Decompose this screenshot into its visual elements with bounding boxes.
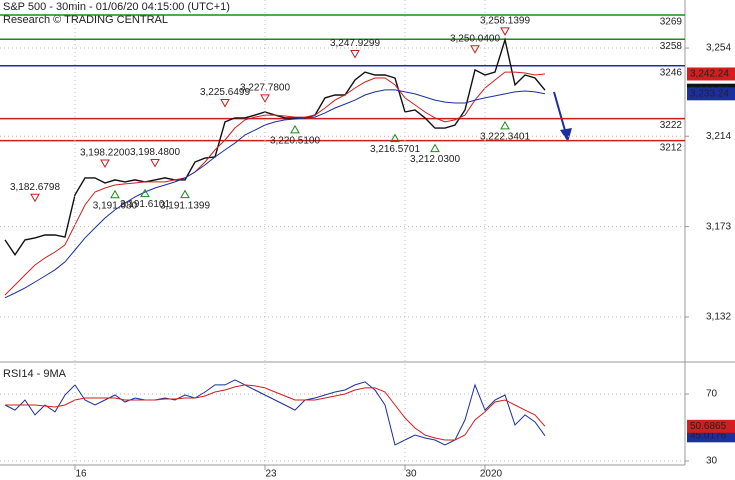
- y-tick-label: 3,214: [706, 131, 731, 142]
- chart-subtitle: Research © TRADING CENTRAL: [3, 14, 168, 26]
- x-tick-label: 16: [75, 469, 87, 480]
- level-label: 3222: [660, 120, 683, 131]
- last-value-label: 50.6865: [690, 421, 727, 432]
- pivot-high-marker: [470, 45, 480, 54]
- level-label: 3269: [660, 17, 683, 28]
- pivot-high-marker: [260, 94, 270, 103]
- pivot-label: 3,258.1399: [480, 16, 530, 27]
- pivot-high-marker: [150, 158, 160, 168]
- last-value-box: [687, 67, 735, 81]
- x-tick-label: 2020: [480, 469, 503, 480]
- pivot-low-marker: [430, 143, 440, 153]
- y-tick-label: 70: [706, 389, 718, 400]
- pivot-label: 3,191.6101: [120, 199, 170, 210]
- y-tick-label: 3,132: [706, 312, 731, 323]
- pivot-label: 3,216.5701: [370, 144, 420, 155]
- level-label: 3212: [660, 142, 683, 153]
- series-line: [4, 71, 546, 296]
- x-tick-label: 30: [405, 469, 417, 480]
- pivot-label: 3,191.080: [93, 200, 138, 211]
- pivot-high-marker: [100, 159, 110, 169]
- last-value-box: [687, 87, 735, 101]
- pivot-label: 3,225.6499: [200, 87, 250, 98]
- pivot-label: 3,198.2200: [80, 148, 130, 159]
- last-value-box: [687, 419, 735, 433]
- last-value-label: 3,242.24: [690, 69, 729, 80]
- pivot-high-marker: [500, 27, 510, 36]
- level-label: 3258: [660, 41, 683, 52]
- pivot-low-marker: [290, 124, 300, 134]
- level-label: 3246: [660, 67, 683, 78]
- series-line: [5, 384, 546, 441]
- pivot-label: 3,198.4800: [130, 147, 180, 158]
- pivot-high-marker: [220, 99, 230, 108]
- pivot-low-marker: [500, 120, 510, 130]
- y-tick-label: 3,173: [706, 221, 731, 232]
- pivot-high-marker: [350, 49, 360, 59]
- pivot-label: 3,182.6798: [10, 182, 60, 193]
- last-value-label: 3,233.24: [690, 88, 729, 99]
- pivot-label: 3,222.3401: [480, 131, 530, 142]
- pivot-label: 3,220.5100: [270, 136, 320, 147]
- chart-title: S&P 500 - 30min - 01/06/20 04:15:00 (UTC…: [3, 1, 230, 13]
- pivot-low-marker: [140, 188, 150, 198]
- pivot-label: 3,250.0400: [450, 33, 500, 44]
- pivot-low-marker: [110, 189, 120, 199]
- pivot-label: 3,212.0300: [410, 154, 460, 165]
- forecast-arrow: [553, 91, 572, 142]
- pivot-low-marker: [390, 133, 400, 143]
- series-line: [4, 89, 546, 299]
- y-tick-label: 3,254: [706, 43, 731, 54]
- x-tick-label: 23: [265, 469, 277, 480]
- y-tick-label: 30: [706, 456, 718, 467]
- last-value-label: 45.0176: [690, 430, 727, 441]
- pivot-label: 3,191.1399: [160, 200, 210, 211]
- pivot-high-marker: [30, 193, 40, 203]
- pivot-low-marker: [180, 189, 190, 199]
- pivot-label: 3,247.9299: [330, 38, 380, 49]
- rsi-title: RSI14 - 9MA: [3, 368, 67, 380]
